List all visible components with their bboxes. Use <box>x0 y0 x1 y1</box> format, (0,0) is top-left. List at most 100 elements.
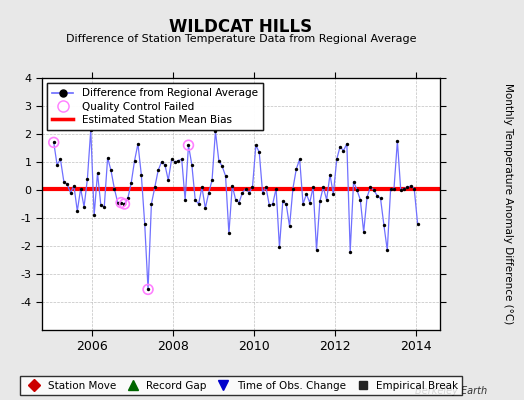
Point <box>204 190 213 196</box>
Point <box>265 202 274 209</box>
Point <box>356 197 365 203</box>
Text: Berkeley Earth: Berkeley Earth <box>415 386 487 396</box>
Point <box>400 186 408 192</box>
Point <box>289 186 297 192</box>
Point <box>397 187 405 193</box>
Point <box>168 156 176 162</box>
Point <box>413 220 422 227</box>
Point <box>258 190 267 196</box>
Point <box>194 201 203 207</box>
Point <box>103 154 112 161</box>
Point <box>60 178 68 185</box>
Point <box>198 184 206 190</box>
Point <box>134 141 142 147</box>
Point <box>121 201 129 207</box>
Point <box>127 180 135 186</box>
Point <box>208 177 216 183</box>
Point <box>315 198 324 204</box>
Point <box>339 148 347 154</box>
Point <box>305 199 314 206</box>
Point <box>188 162 196 168</box>
Point <box>218 163 226 170</box>
Text: Monthly Temperature Anomaly Difference (°C): Monthly Temperature Anomaly Difference (… <box>503 83 514 325</box>
Point <box>255 149 264 155</box>
Point <box>211 128 220 134</box>
Point <box>343 141 351 147</box>
Point <box>201 205 210 211</box>
Point <box>319 184 328 190</box>
Point <box>309 184 318 190</box>
Point <box>302 191 311 197</box>
Point <box>77 186 85 192</box>
Point <box>262 184 270 190</box>
Point <box>228 182 236 189</box>
Point <box>137 171 146 178</box>
Point <box>181 197 189 203</box>
Point <box>56 156 64 162</box>
Point <box>225 230 233 237</box>
Point <box>272 186 280 192</box>
Point <box>232 197 240 203</box>
Point <box>154 167 162 174</box>
Point <box>80 204 88 210</box>
Point <box>73 208 82 214</box>
Point <box>174 157 182 164</box>
Point <box>83 176 92 182</box>
Point <box>279 198 287 204</box>
Point <box>107 167 115 174</box>
Point <box>359 229 368 235</box>
Point <box>376 195 385 202</box>
Point <box>403 184 412 190</box>
Point <box>157 159 166 165</box>
Point <box>221 173 230 179</box>
Point <box>245 190 253 196</box>
Point <box>96 202 105 209</box>
Point <box>117 199 125 206</box>
Point <box>184 142 193 148</box>
Point <box>410 186 418 192</box>
Point <box>164 177 172 183</box>
Legend: Difference from Regional Average, Quality Control Failed, Estimated Station Mean: Difference from Regional Average, Qualit… <box>47 83 263 130</box>
Point <box>386 186 395 192</box>
Point <box>282 201 290 207</box>
Point <box>50 139 58 146</box>
Point <box>238 190 247 196</box>
Point <box>242 186 250 192</box>
Point <box>144 286 152 293</box>
Point <box>350 178 358 185</box>
Point <box>67 190 75 196</box>
Point <box>161 162 169 168</box>
Point <box>70 182 78 189</box>
Point <box>275 244 283 250</box>
Point <box>110 186 118 192</box>
Point <box>390 186 398 192</box>
Point <box>383 247 391 254</box>
Point <box>117 199 125 206</box>
Point <box>121 201 129 207</box>
Point <box>373 192 381 199</box>
Point <box>215 157 223 164</box>
Point <box>286 223 294 230</box>
Point <box>114 199 122 206</box>
Text: WILDCAT HILLS: WILDCAT HILLS <box>169 18 313 36</box>
Point <box>380 222 388 228</box>
Point <box>326 171 334 178</box>
Point <box>144 286 152 293</box>
Point <box>296 156 304 162</box>
Point <box>252 142 260 148</box>
Point <box>100 204 108 210</box>
Point <box>336 143 344 150</box>
Point <box>248 184 257 190</box>
Point <box>53 162 61 168</box>
Point <box>353 187 361 193</box>
Point <box>235 199 243 206</box>
Point <box>93 170 102 176</box>
Point <box>191 197 200 203</box>
Point <box>140 220 149 227</box>
Point <box>147 201 156 207</box>
Point <box>86 126 95 133</box>
Point <box>322 197 331 203</box>
Point <box>150 184 159 190</box>
Point <box>369 187 378 193</box>
Text: Difference of Station Temperature Data from Regional Average: Difference of Station Temperature Data f… <box>66 34 416 44</box>
